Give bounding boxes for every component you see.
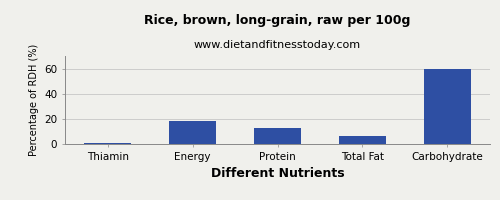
- Text: www.dietandfitnesstoday.com: www.dietandfitnesstoday.com: [194, 40, 361, 50]
- Bar: [169, 121, 216, 144]
- Bar: [254, 128, 301, 144]
- Text: Rice, brown, long-grain, raw per 100g: Rice, brown, long-grain, raw per 100g: [144, 14, 410, 27]
- Bar: [339, 136, 386, 144]
- Bar: [84, 143, 131, 144]
- Y-axis label: Percentage of RDH (%): Percentage of RDH (%): [28, 44, 38, 156]
- X-axis label: Different Nutrients: Different Nutrients: [210, 167, 344, 180]
- Bar: [424, 69, 470, 144]
